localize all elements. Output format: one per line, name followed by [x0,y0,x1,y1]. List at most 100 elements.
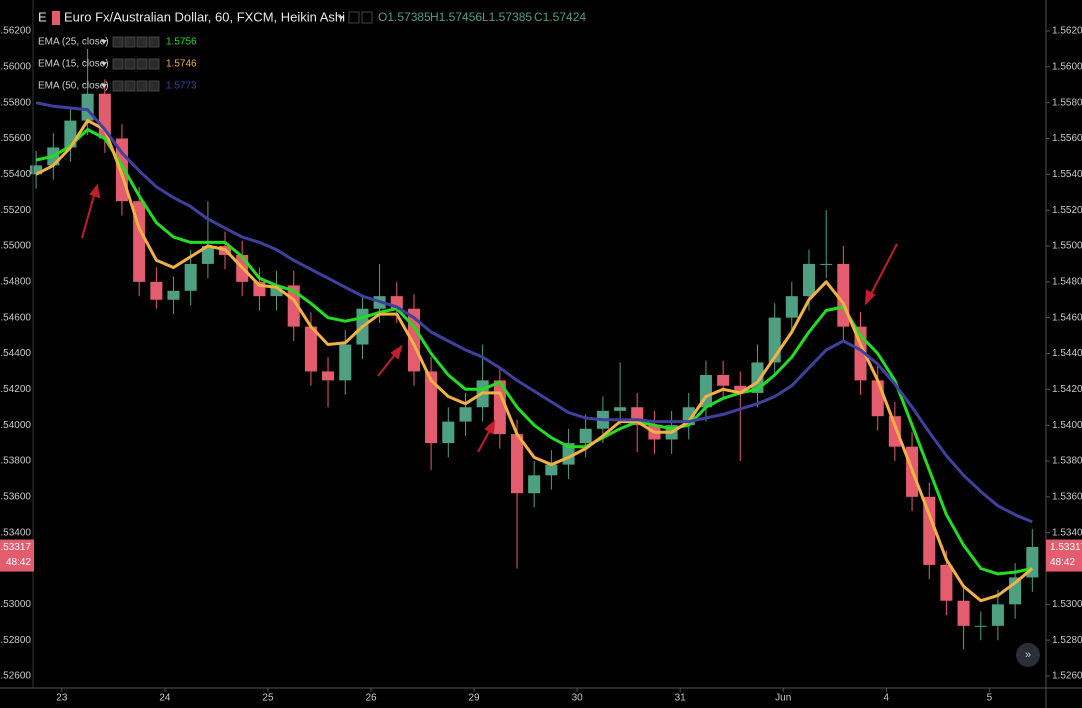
price-label-box [0,539,34,572]
y-tick-label-left: 1.54000 [0,420,31,431]
scroll-button-icon[interactable]: » [1025,649,1031,661]
legend-icon [124,80,136,92]
candle-body [322,371,335,381]
candle-body [545,464,558,476]
y-tick-label: 1.54800 [1052,276,1082,287]
candle-body [734,385,747,393]
legend-icon [136,36,148,48]
arrows [81,183,898,453]
arrow [377,351,398,377]
candle-body [802,263,816,297]
candle-body [923,496,936,565]
y-tick-label: 1.56200 [1052,26,1082,37]
x-tick-label: 4 [884,693,890,704]
price-label-box [1046,539,1082,572]
y-tick-label-left: 1.52600 [0,671,31,682]
y-tick-label: 1.55200 [1052,205,1082,216]
icon[interactable] [361,11,373,24]
candle-body [974,625,987,627]
y-tick-label: 1.55400 [1052,169,1082,180]
legend-label: EMA (50, close) [38,81,109,92]
candle-body [304,326,317,372]
y-tick-label-left: 1.53800 [0,456,31,467]
arrow [477,427,492,453]
candle-body [785,296,798,318]
candle-body [184,263,197,291]
legend-dropdown [101,62,107,66]
chart-title[interactable]: Euro Fx/Australian Dollar, 60, FXCM, Hei… [64,9,345,24]
y-tick-label-left: 1.56200 [0,26,31,37]
legend-value: 1.5756 [166,37,197,48]
candle-body [201,245,214,264]
candle-body [425,371,438,444]
y-tick-label: 1.55000 [1052,241,1082,252]
y-tick-label-left: 1.53600 [0,491,31,502]
candle-body [270,285,283,297]
candle-body [957,600,970,626]
arrow-head [864,289,876,306]
y-tick-label-left: 1.55000 [0,241,31,252]
x-tick-label: 24 [159,693,171,704]
candle-body [820,263,833,265]
y-tick-label: 1.54600 [1052,312,1082,323]
x-tick-label: 26 [365,693,377,704]
legend-label: EMA (15, close) [38,59,109,70]
title-dropdown[interactable] [338,16,344,20]
candle-body [991,604,1004,626]
y-tick-label: 1.54000 [1052,420,1082,431]
last-price-label: 1.53317 [1050,542,1082,553]
legend-icon [148,58,160,70]
y-tick-label: 1.53600 [1052,491,1082,502]
y-tick-label-left: 1.54200 [0,384,31,395]
y-tick-label: 1.53400 [1052,527,1082,538]
y-tick-label: 1.52800 [1052,635,1082,646]
ema-line [35,128,1033,576]
scroll-button[interactable] [1016,643,1040,667]
ema-line [35,101,1033,524]
candle-body [528,475,541,494]
legend: EMA (25, close) 1.5756 EMA (15, close) 1.57… [38,36,197,92]
candle-body [30,165,43,175]
last-price-label: 1.53317 [0,542,31,553]
y-tick-label-left: 1.54400 [0,348,31,359]
ohlc-close: C1.57424 [534,10,586,24]
x-tick-label: 29 [469,693,481,704]
legend-icon [136,58,148,70]
arrow-head [89,183,101,199]
y-tick-label: 1.55800 [1052,97,1082,108]
candle-body [871,380,884,417]
candle-body [614,407,627,411]
x-tick-label: 5 [987,693,993,704]
symbol-letter: E [38,9,47,24]
legend-icon [148,36,160,48]
y-tick-label: 1.54400 [1052,348,1082,359]
y-tick-label: 1.53000 [1052,599,1082,610]
arrow [869,243,898,297]
legend-dropdown [101,84,107,88]
x-tick-label: 30 [572,693,584,704]
y-tick-label-left: 1.54600 [0,312,31,323]
ohlc-low: L1.57385 [482,10,532,24]
ohlc-open: O1.57385 [378,10,431,24]
legend-icon [112,36,124,48]
y-tick-label-left: 1.53400 [0,527,31,538]
legend-icon [112,58,124,70]
arrow-head [390,344,403,360]
candle-body [339,344,352,381]
symbol-icon [52,11,60,25]
icon[interactable] [348,11,360,24]
candle-body [511,434,524,494]
y-tick-label-left: 1.55200 [0,205,31,216]
candle-body [167,290,180,300]
y-tick-label: 1.56000 [1052,61,1082,72]
arrow [81,191,96,239]
legend-icon [124,58,136,70]
candle-body [442,421,455,444]
legend-value: 1.5746 [166,59,197,70]
y-tick-label: 1.53800 [1052,456,1082,467]
legend-label: EMA (25, close) [38,37,109,48]
candle-body [717,374,730,386]
x-tick-label: 31 [675,693,687,704]
ohlc-high: H1.57456 [430,10,482,24]
